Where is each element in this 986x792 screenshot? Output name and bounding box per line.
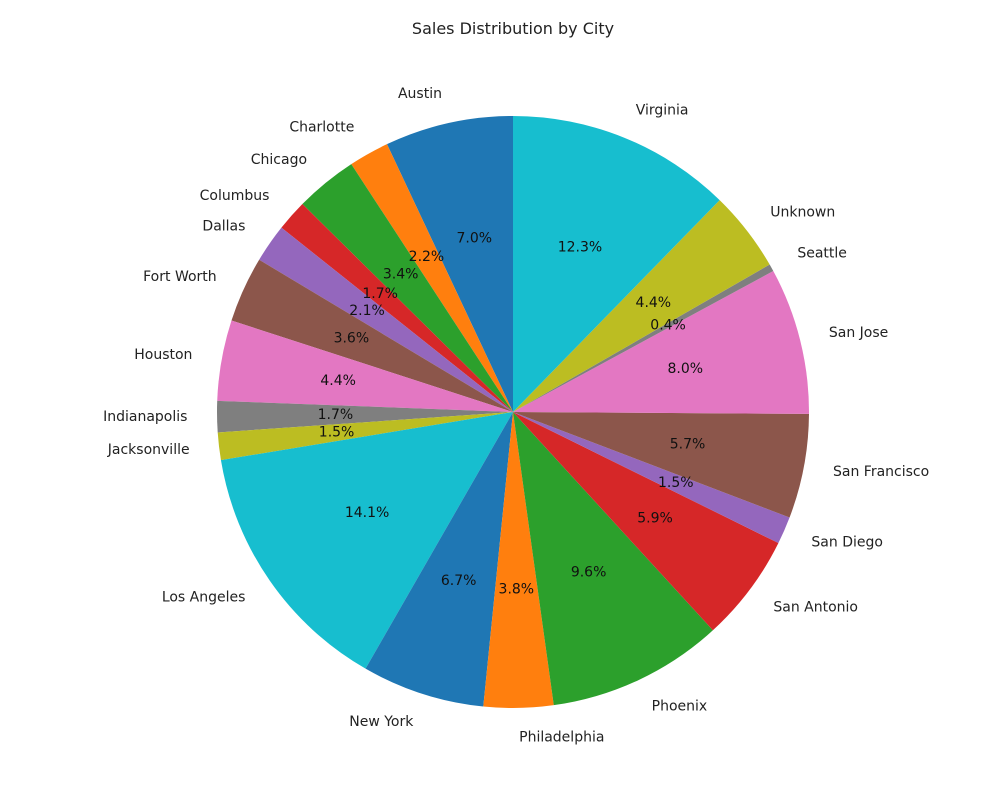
- pie-slice-chicago: [302, 164, 513, 412]
- slice-label-chicago: Chicago: [251, 152, 307, 168]
- slice-label-charlotte: Charlotte: [289, 120, 354, 136]
- pie-slice-indianapolis: [217, 400, 513, 433]
- pie-slice-virginia: [513, 116, 720, 412]
- slice-percent-philadelphia: 3.8%: [499, 582, 535, 598]
- pie-slice-houston: [217, 320, 513, 412]
- slice-label-virginia: Virginia: [636, 102, 689, 118]
- pie-slice-phoenix: [513, 412, 713, 706]
- slice-percent-unknown: 4.4%: [636, 295, 672, 311]
- slice-percent-charlotte: 2.2%: [409, 249, 445, 265]
- slice-label-phoenix: Phoenix: [652, 699, 708, 715]
- slice-percent-seattle: 0.4%: [650, 317, 686, 333]
- slice-percent-san-diego: 1.5%: [658, 475, 694, 491]
- slice-percent-houston: 4.4%: [320, 373, 356, 389]
- slice-label-new-york: New York: [349, 714, 414, 730]
- slice-label-dallas: Dallas: [202, 218, 245, 234]
- slice-label-san-antonio: San Antonio: [773, 600, 858, 616]
- slice-label-indianapolis: Indianapolis: [103, 409, 187, 425]
- pie-slice-philadelphia: [483, 412, 554, 709]
- pie-slice-unknown: [513, 200, 770, 412]
- slice-percent-virginia: 12.3%: [558, 240, 602, 256]
- slice-percent-new-york: 6.7%: [441, 573, 477, 589]
- slice-percent-los-angeles: 14.1%: [345, 505, 389, 521]
- slice-label-san-francisco: San Francisco: [833, 464, 929, 480]
- slice-percent-san-francisco: 5.7%: [670, 437, 706, 453]
- pie-slices: [217, 116, 809, 709]
- slice-percent-chicago: 3.4%: [383, 266, 419, 282]
- pie-slice-los-angeles: [220, 412, 513, 669]
- pie-slice-dallas: [259, 227, 513, 412]
- pie-slice-san-antonio: [513, 412, 779, 631]
- slice-label-san-jose: San Jose: [829, 325, 888, 341]
- pie-slice-columbus: [281, 204, 513, 412]
- slice-label-seattle: Seattle: [797, 245, 847, 261]
- slice-label-jacksonville: Jacksonville: [107, 442, 190, 458]
- pie-slice-fort-worth: [231, 259, 514, 412]
- slice-percent-indianapolis: 1.7%: [318, 407, 354, 423]
- pie-slice-san-francisco: [513, 412, 809, 518]
- slice-percent-fort-worth: 3.6%: [334, 330, 370, 346]
- slice-label-philadelphia: Philadelphia: [519, 730, 604, 746]
- slice-percent-san-antonio: 5.9%: [637, 511, 673, 527]
- slice-label-fort-worth: Fort Worth: [143, 269, 217, 285]
- slice-label-columbus: Columbus: [200, 188, 270, 204]
- slice-percent-dallas: 2.1%: [349, 303, 385, 319]
- slice-percent-austin: 7.0%: [456, 231, 492, 247]
- pie-slice-new-york: [365, 412, 513, 707]
- slice-label-unknown: Unknown: [770, 204, 835, 220]
- city-labels: Austin Charlotte Chicago Columbus Dallas Fort…: [103, 86, 929, 745]
- pie-slice-san-diego: [513, 412, 790, 544]
- slice-percent-jacksonville: 1.5%: [319, 425, 355, 441]
- slice-label-los-angeles: Los Angeles: [162, 590, 246, 606]
- slice-label-austin: Austin: [398, 86, 442, 102]
- percent-labels: 7.0%2.2%3.4%1.7%2.1%3.6%4.4%1.7%1.5%14.1…: [318, 231, 706, 598]
- slice-percent-san-jose: 8.0%: [668, 361, 704, 377]
- pie-slice-seattle: [513, 264, 774, 412]
- slice-label-san-diego: San Diego: [811, 534, 883, 550]
- slice-percent-columbus: 1.7%: [362, 286, 398, 302]
- slice-label-houston: Houston: [134, 347, 192, 363]
- pie-slice-san-jose: [513, 271, 809, 414]
- pie-slice-austin: [386, 116, 513, 412]
- slice-percent-phoenix: 9.6%: [571, 565, 607, 581]
- pie-slice-charlotte: [351, 144, 513, 413]
- pie-slice-jacksonville: [217, 412, 513, 461]
- chart-title: Sales Distribution by City: [412, 19, 614, 38]
